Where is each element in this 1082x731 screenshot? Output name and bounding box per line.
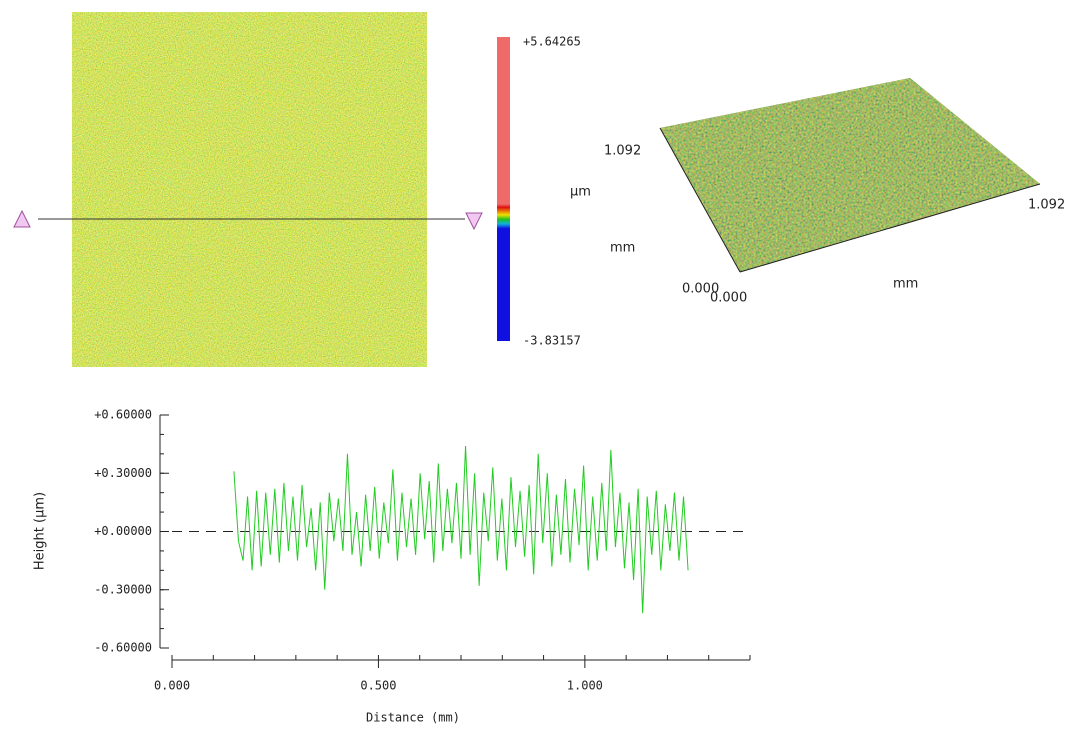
- lateral-unit: mm: [610, 241, 635, 256]
- scale-max: +5.64265: [523, 35, 581, 49]
- profile-end-marker[interactable]: [465, 212, 483, 231]
- x-axis-label: Distance (mm): [366, 711, 460, 725]
- surface-map-texture: [72, 12, 427, 367]
- y-tick-label: +0.00000: [94, 524, 152, 538]
- profile-line: [233, 446, 689, 614]
- x-min-3d: 0.000: [710, 291, 747, 306]
- y-tick-label: +0.60000: [94, 408, 152, 422]
- x-tick-label: 0.500: [360, 679, 396, 693]
- x-unit-3d: mm: [893, 277, 918, 292]
- x-max-3d: 1.092: [1028, 198, 1065, 213]
- y-tick-label: -0.60000: [94, 641, 152, 655]
- axis-3d-x: [739, 183, 1041, 273]
- scale-min: -3.83157: [523, 334, 581, 348]
- x-tick-label: 0.000: [154, 679, 190, 693]
- surface-3d-texture: [660, 78, 1040, 272]
- profile-start-marker[interactable]: [13, 209, 31, 228]
- y-min-3d: 0.000: [682, 282, 719, 297]
- scale-unit: μm: [570, 185, 591, 200]
- profile-plot: +0.60000 +0.30000 +0.00000 -0.30000 -0.60000…: [94, 408, 751, 693]
- axis-3d-y: [659, 127, 741, 273]
- y-tick-label: +0.30000: [94, 466, 152, 480]
- y-tick-label: -0.30000: [94, 582, 152, 596]
- y-max-3d: 1.092: [604, 144, 641, 159]
- y-axis-label: Height (μm): [33, 492, 48, 570]
- x-tick-label: 1.000: [567, 679, 603, 693]
- color-bar: [497, 37, 510, 341]
